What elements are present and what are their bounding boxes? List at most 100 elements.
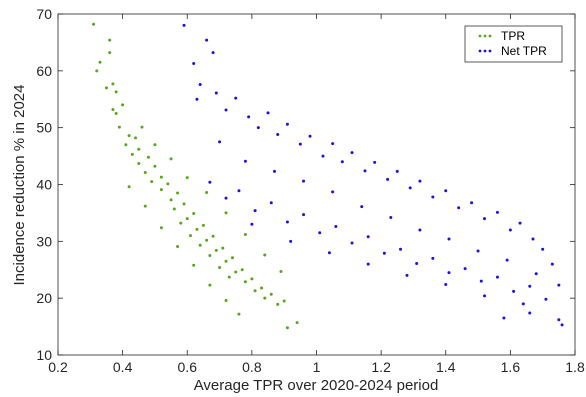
legend-marker-net-tpr: [478, 49, 482, 53]
data-point: [550, 262, 554, 266]
data-point: [224, 108, 228, 112]
data-point: [531, 237, 535, 241]
y-tick-label: 40: [36, 177, 52, 193]
data-point: [534, 272, 538, 276]
data-point: [415, 262, 419, 265]
data-point: [153, 164, 157, 168]
y-axis-label: Incidence reduction % in 2024: [11, 85, 28, 286]
data-point: [224, 259, 228, 263]
data-point: [263, 253, 267, 257]
data-point: [418, 228, 422, 232]
data-point: [192, 263, 196, 267]
data-point: [176, 244, 180, 248]
data-point: [108, 38, 112, 42]
data-point: [399, 247, 403, 251]
data-point: [208, 180, 212, 184]
legend-label-tpr: TPR: [501, 29, 525, 43]
data-point: [214, 248, 218, 252]
data-point: [218, 265, 222, 269]
x-axis-label: Average TPR over 2020-2024 period: [194, 377, 439, 394]
data-point: [95, 69, 99, 73]
data-point: [366, 262, 370, 266]
data-point: [386, 177, 390, 181]
data-point: [418, 179, 422, 183]
data-point: [134, 136, 138, 140]
data-point: [185, 176, 189, 180]
data-point: [111, 82, 115, 86]
data-point: [205, 190, 209, 194]
data-point: [169, 198, 173, 202]
data-point: [289, 239, 293, 243]
y-tick-label: 70: [36, 6, 52, 22]
data-point: [302, 179, 306, 183]
legend-marker-tpr: [488, 34, 492, 38]
data-point: [321, 154, 325, 158]
data-point: [137, 161, 141, 165]
data-point: [198, 243, 202, 247]
data-point: [243, 159, 247, 163]
data-point: [150, 180, 154, 184]
data-point: [395, 169, 399, 173]
data-point: [470, 201, 474, 205]
data-point: [512, 289, 516, 293]
data-point: [227, 275, 231, 279]
data-point: [146, 155, 150, 159]
data-point: [285, 220, 289, 224]
x-tick-label: 1.4: [436, 359, 456, 375]
legend: TPR Net TPR: [464, 25, 563, 63]
data-point: [331, 190, 335, 194]
data-point: [198, 82, 202, 86]
data-point: [502, 316, 506, 320]
data-point: [195, 227, 199, 231]
data-point: [541, 247, 545, 251]
y-tick-label: 10: [36, 347, 52, 363]
data-point: [276, 132, 280, 136]
data-point: [483, 217, 487, 221]
data-point: [98, 60, 102, 64]
data-point: [250, 277, 254, 281]
data-point: [308, 134, 312, 138]
x-tick-label: 0.4: [113, 359, 133, 375]
data-point: [159, 226, 163, 230]
data-point: [172, 207, 176, 211]
data-point: [444, 283, 448, 287]
data-point: [240, 268, 244, 272]
x-tick-label: 1.6: [501, 359, 521, 375]
data-point: [224, 211, 228, 215]
data-point: [250, 222, 254, 226]
data-point: [463, 267, 467, 271]
data-point: [282, 299, 286, 303]
series-net-tpr: [182, 23, 564, 327]
data-point: [298, 142, 302, 146]
data-point: [211, 234, 215, 238]
x-tick-label: 0.8: [242, 359, 262, 375]
data-point: [382, 251, 386, 255]
data-point: [327, 251, 331, 255]
data-point: [234, 96, 238, 100]
data-point: [431, 195, 435, 199]
data-point: [124, 143, 128, 147]
data-point: [182, 23, 186, 27]
data-point: [518, 221, 522, 225]
legend-marker-net-tpr: [483, 49, 487, 53]
data-point: [340, 160, 344, 164]
y-tick-label: 20: [36, 290, 52, 306]
data-point: [360, 205, 364, 209]
data-point: [447, 271, 451, 275]
data-point: [389, 215, 393, 219]
data-point: [208, 283, 212, 287]
data-point: [143, 171, 147, 175]
data-point: [263, 296, 267, 300]
data-point: [243, 280, 247, 284]
data-point: [483, 294, 487, 298]
data-point: [127, 185, 131, 189]
data-point: [334, 225, 338, 229]
data-point: [185, 217, 189, 221]
data-point: [331, 142, 335, 146]
x-tick-label: 0.6: [178, 359, 198, 375]
data-point: [253, 209, 257, 213]
data-point: [276, 302, 280, 306]
data-point: [211, 51, 215, 55]
axes: 0.2 0.4 0.6 0.8 1 1.2 1.4 1.6 1.8 10 20 30 40 50 60 70: [36, 6, 585, 375]
